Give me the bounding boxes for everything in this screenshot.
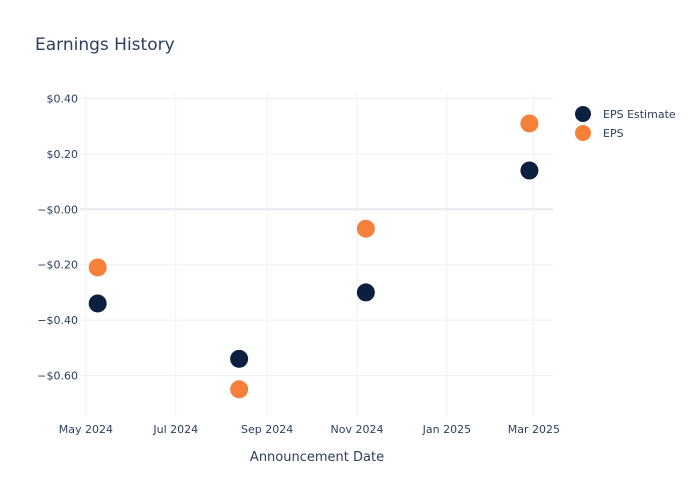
y-tick-label: −$0.40 [37, 314, 78, 327]
legend-marker [575, 125, 591, 141]
data-point[interactable] [88, 258, 107, 277]
x-axis-ticks: May 2024 Jul 2024 Sep 2024 Nov 2024 Jan 2025… [59, 423, 560, 436]
legend-label: EPS Estimate [603, 108, 676, 121]
data-point[interactable] [520, 161, 539, 180]
series-0 [88, 161, 539, 368]
x-tick-label: Nov 2024 [331, 423, 384, 436]
legend: EPS Estimate EPS [575, 106, 676, 141]
data-point[interactable] [520, 114, 539, 133]
x-tick-label: May 2024 [59, 423, 113, 436]
legend-item[interactable]: EPS [575, 125, 624, 141]
y-tick-label: $0.20 [47, 148, 79, 161]
legend-marker [575, 106, 591, 122]
y-tick-label: −$0.20 [37, 259, 78, 272]
series-1 [88, 114, 539, 399]
x-tick-label: Jan 2025 [422, 423, 471, 436]
data-point[interactable] [88, 294, 107, 313]
x-tick-label: Mar 2025 [508, 423, 560, 436]
y-tick-label: −$0.60 [37, 369, 78, 382]
x-tick-label: Jul 2024 [152, 423, 198, 436]
data-point[interactable] [356, 283, 375, 302]
y-tick-label: −$0.00 [37, 203, 78, 216]
data-point[interactable] [230, 349, 249, 368]
chart-title: Earnings History [35, 35, 175, 55]
legend-label: EPS [603, 127, 624, 140]
x-tick-label: Sep 2024 [241, 423, 293, 436]
grid [80, 93, 553, 417]
y-tick-label: $0.40 [47, 93, 79, 106]
data-point[interactable] [230, 380, 249, 399]
x-axis-title: Announcement Date [250, 450, 384, 465]
data-point[interactable] [356, 219, 375, 238]
y-axis-ticks: $0.40 $0.20 −$0.00 −$0.20 −$0.40 −$0.60 [37, 93, 78, 383]
legend-item[interactable]: EPS Estimate [575, 106, 676, 122]
data-points [88, 114, 539, 399]
